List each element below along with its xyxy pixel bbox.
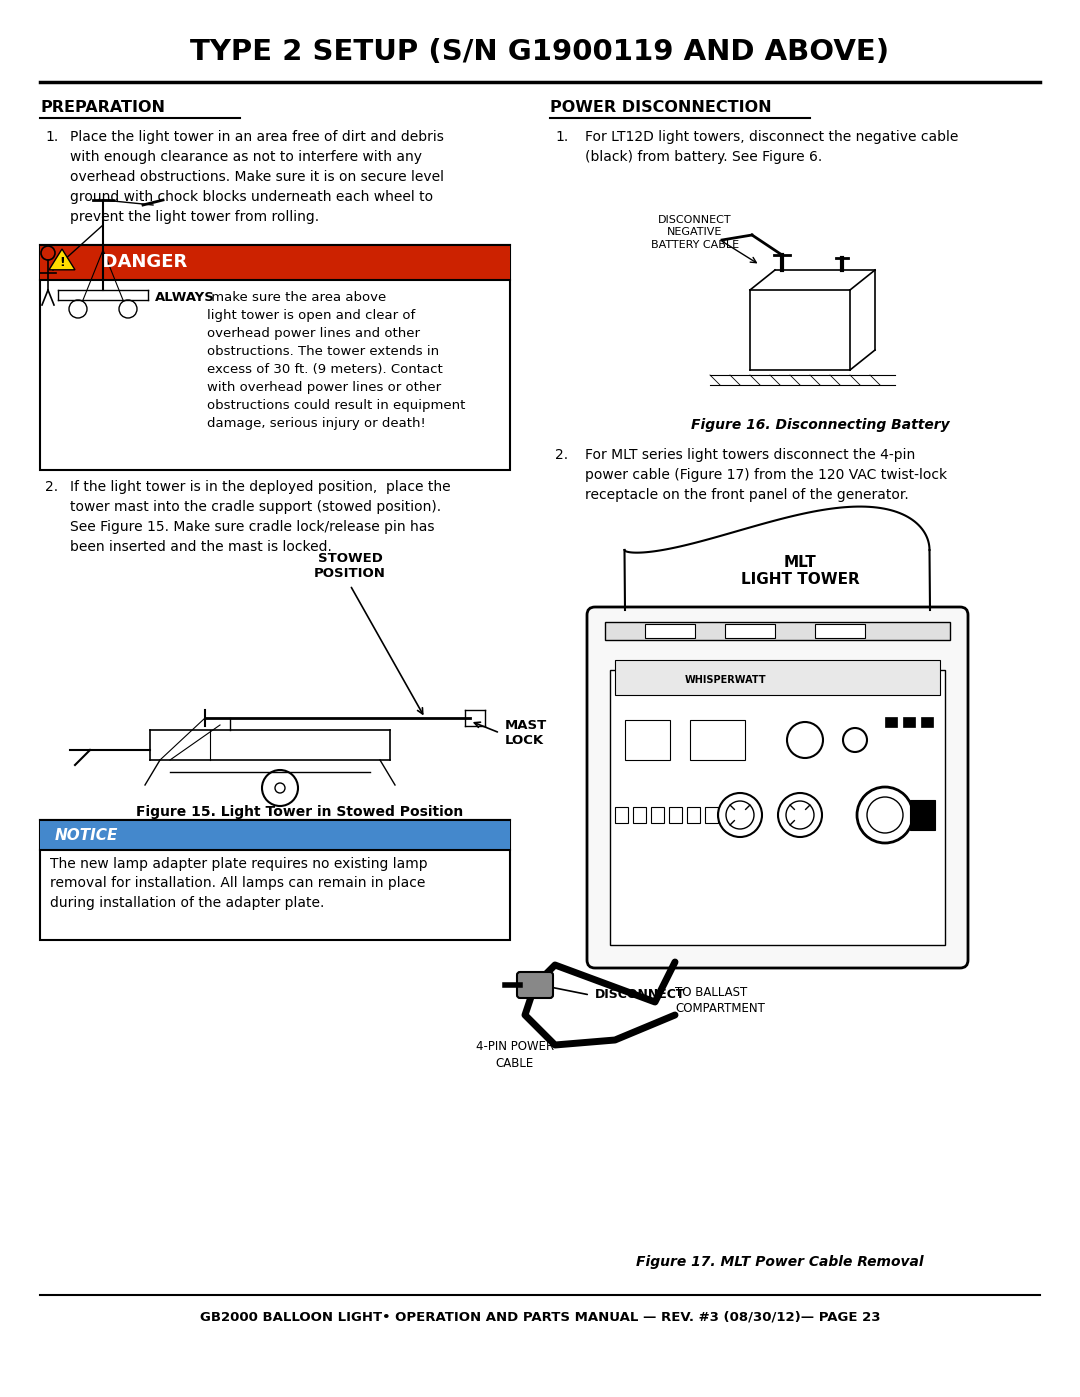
FancyBboxPatch shape bbox=[725, 624, 775, 638]
Text: 1.: 1. bbox=[45, 130, 58, 144]
Text: Figure 16. Disconnecting Battery: Figure 16. Disconnecting Battery bbox=[691, 418, 949, 432]
FancyBboxPatch shape bbox=[903, 717, 915, 726]
FancyBboxPatch shape bbox=[615, 807, 627, 823]
FancyBboxPatch shape bbox=[40, 820, 510, 849]
FancyBboxPatch shape bbox=[705, 807, 718, 823]
FancyBboxPatch shape bbox=[645, 624, 696, 638]
Text: ALWAYS: ALWAYS bbox=[156, 291, 215, 305]
Text: WHISPERWATT: WHISPERWATT bbox=[685, 675, 767, 685]
Text: DISCONNECT: DISCONNECT bbox=[595, 989, 686, 1002]
FancyBboxPatch shape bbox=[588, 608, 968, 968]
Text: The new lamp adapter plate requires no existing lamp
removal for installation. A: The new lamp adapter plate requires no e… bbox=[50, 856, 428, 909]
FancyBboxPatch shape bbox=[610, 671, 945, 944]
FancyBboxPatch shape bbox=[615, 659, 940, 694]
FancyBboxPatch shape bbox=[651, 807, 664, 823]
FancyBboxPatch shape bbox=[669, 807, 681, 823]
FancyBboxPatch shape bbox=[625, 719, 670, 760]
FancyBboxPatch shape bbox=[690, 719, 745, 760]
Text: POWER DISCONNECTION: POWER DISCONNECTION bbox=[550, 101, 771, 115]
Polygon shape bbox=[49, 249, 75, 270]
Text: 1.: 1. bbox=[555, 130, 568, 144]
FancyBboxPatch shape bbox=[40, 820, 510, 940]
Text: !: ! bbox=[59, 257, 65, 270]
Text: TYPE 2 SETUP (S/N G1900119 AND ABOVE): TYPE 2 SETUP (S/N G1900119 AND ABOVE) bbox=[190, 38, 890, 66]
FancyBboxPatch shape bbox=[517, 972, 553, 997]
Text: NOTICE: NOTICE bbox=[55, 827, 119, 842]
FancyBboxPatch shape bbox=[40, 244, 510, 469]
Text: MLT
LIGHT TOWER: MLT LIGHT TOWER bbox=[741, 555, 860, 587]
Text: 2.: 2. bbox=[555, 448, 568, 462]
Text: 4-PIN POWER
CABLE: 4-PIN POWER CABLE bbox=[476, 1039, 554, 1070]
Text: TO BALLAST
COMPARTMENT: TO BALLAST COMPARTMENT bbox=[675, 985, 765, 1014]
FancyBboxPatch shape bbox=[40, 244, 510, 279]
Text: DISCONNECT
NEGATIVE
BATTERY CABLE: DISCONNECT NEGATIVE BATTERY CABLE bbox=[651, 215, 739, 250]
FancyBboxPatch shape bbox=[910, 800, 935, 830]
Text: GB2000 BALLOON LIGHT• OPERATION AND PARTS MANUAL — REV. #3 (08/30/12)— PAGE 23: GB2000 BALLOON LIGHT• OPERATION AND PART… bbox=[200, 1310, 880, 1323]
FancyBboxPatch shape bbox=[687, 807, 700, 823]
Text: PREPARATION: PREPARATION bbox=[40, 101, 165, 115]
FancyBboxPatch shape bbox=[605, 622, 950, 640]
FancyBboxPatch shape bbox=[633, 807, 646, 823]
Text: Figure 15. Light Tower in Stowed Position: Figure 15. Light Tower in Stowed Positio… bbox=[136, 805, 463, 819]
Text: For LT12D light towers, disconnect the negative cable
(black) from battery. See : For LT12D light towers, disconnect the n… bbox=[585, 130, 958, 163]
Text: 2.: 2. bbox=[45, 481, 58, 495]
Text: MAST
LOCK: MAST LOCK bbox=[505, 719, 548, 747]
FancyBboxPatch shape bbox=[815, 624, 865, 638]
Text: For MLT series light towers disconnect the 4-pin
power cable (Figure 17) from th: For MLT series light towers disconnect t… bbox=[585, 448, 947, 502]
FancyBboxPatch shape bbox=[921, 717, 933, 726]
Text: STOWED
POSITION: STOWED POSITION bbox=[314, 552, 386, 580]
Text: DANGER: DANGER bbox=[90, 253, 187, 271]
Text: make sure the area above
light tower is open and clear of
overhead power lines a: make sure the area above light tower is … bbox=[207, 291, 465, 430]
FancyBboxPatch shape bbox=[885, 717, 897, 726]
Text: Place the light tower in an area free of dirt and debris
with enough clearance a: Place the light tower in an area free of… bbox=[70, 130, 444, 224]
Text: Figure 17. MLT Power Cable Removal: Figure 17. MLT Power Cable Removal bbox=[636, 1255, 923, 1268]
Text: If the light tower is in the deployed position,  place the
tower mast into the c: If the light tower is in the deployed po… bbox=[70, 481, 450, 555]
